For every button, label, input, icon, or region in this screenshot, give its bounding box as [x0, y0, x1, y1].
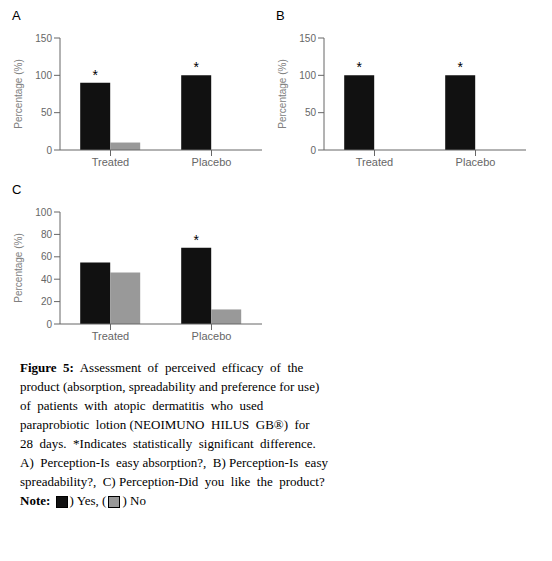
- html-text:C: C: [12, 182, 22, 197]
- html-text:B: B: [276, 8, 285, 23]
- svg-text:20: 20: [41, 296, 53, 307]
- svg-text:50: 50: [305, 107, 317, 118]
- html-text:paraprobiotic lotion (NEOIMUNO: paraprobiotic lotion (NEOIMUNO HILUS GB®…: [20, 417, 310, 432]
- html-text:Figure 5: Assessment of percei: Figure 5: Assessment of perceived effica…: [20, 360, 304, 375]
- svg-text:0: 0: [46, 145, 52, 156]
- svg-text:Percentage (%): Percentage (%): [277, 59, 288, 128]
- svg-text:100: 100: [299, 70, 316, 81]
- svg-text:80: 80: [41, 229, 53, 240]
- html-text:) No: ) No: [122, 493, 146, 508]
- html-text:spreadability?, C) Perception-: spreadability?, C) Perception-Did you li…: [20, 474, 325, 489]
- svg-text:*: *: [356, 59, 362, 75]
- svg-text:0: 0: [46, 319, 52, 330]
- svg-text:Percentage (%): Percentage (%): [13, 233, 24, 302]
- svg-text:*: *: [193, 59, 199, 75]
- svg-text:150: 150: [35, 33, 52, 44]
- html-text:) Yes, (: ) Yes, (: [69, 493, 107, 508]
- svg-text:50: 50: [41, 107, 53, 118]
- svg-text:Treated: Treated: [92, 330, 130, 342]
- html-text:A) Perception-Is easy absorpti: A) Perception-Is easy absorption?, B) Pe…: [20, 455, 328, 470]
- svg-text:*: *: [193, 232, 199, 248]
- svg-text:*: *: [457, 59, 463, 75]
- html-text:Note:: Note:: [20, 493, 51, 508]
- svg-text:40: 40: [41, 274, 53, 285]
- svg-text:150: 150: [299, 33, 316, 44]
- html-text:A: A: [12, 8, 21, 23]
- svg-text:100: 100: [35, 70, 52, 81]
- svg-text:Percentage (%): Percentage (%): [13, 59, 24, 128]
- svg-text:*: *: [92, 67, 98, 83]
- svg-text:100: 100: [35, 207, 52, 218]
- html-text:of patients with atopic dermat: of patients with atopic dermatitis who u…: [20, 398, 264, 413]
- svg-text:Treated: Treated: [92, 156, 130, 168]
- svg-text:Placebo: Placebo: [192, 156, 232, 168]
- html-text:product (absorption, spreadabi: product (absorption, spreadability and p…: [20, 379, 320, 394]
- svg-text:Placebo: Placebo: [456, 156, 496, 168]
- html-text:28 days. *Indicates statistica: 28 days. *Indicates statistically signif…: [20, 436, 316, 451]
- svg-text:0: 0: [310, 145, 316, 156]
- svg-text:Treated: Treated: [356, 156, 394, 168]
- svg-text:Placebo: Placebo: [192, 330, 232, 342]
- svg-text:60: 60: [41, 251, 53, 262]
